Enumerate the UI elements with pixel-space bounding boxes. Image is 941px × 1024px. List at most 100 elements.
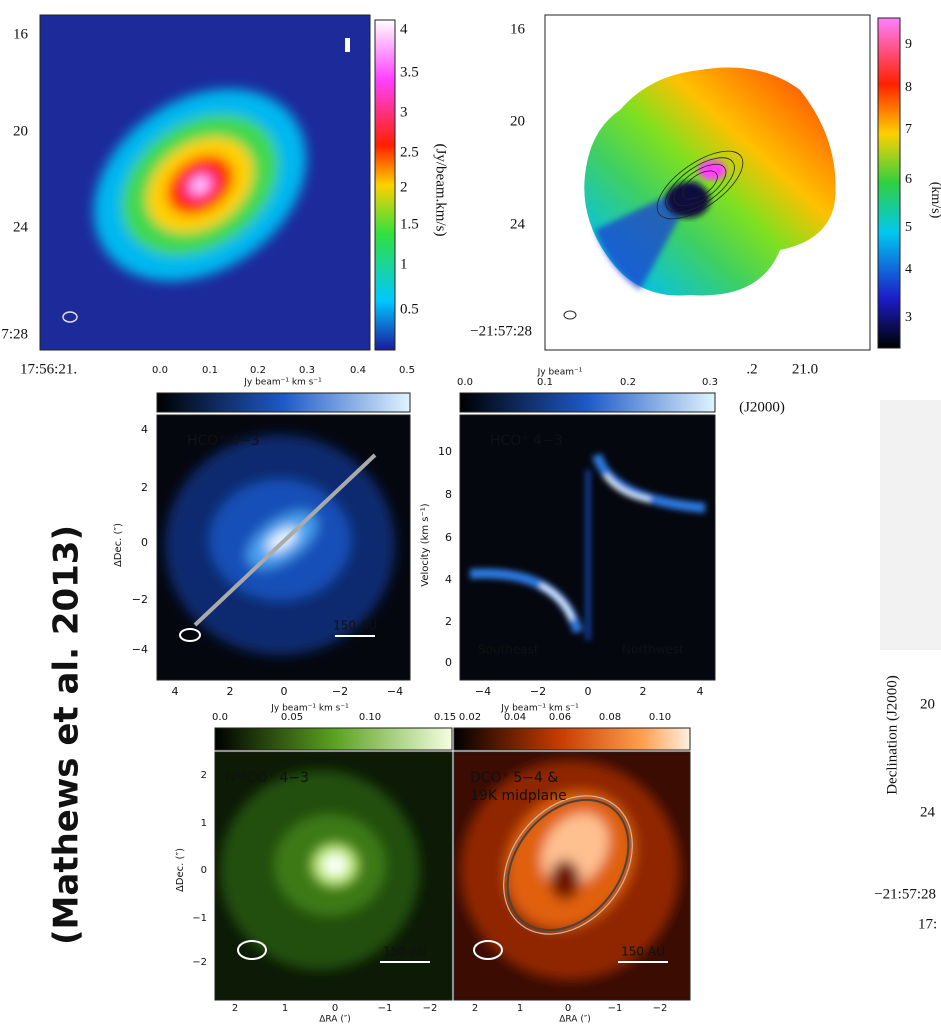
x-tick-label: −2: [332, 685, 348, 698]
y-tick-label: 6: [445, 531, 452, 544]
panel-title: HCO⁺ 4−3: [187, 433, 260, 449]
y-tick-label: −4: [132, 643, 148, 656]
y-tick-label: 2: [445, 615, 452, 628]
y-tick-label: −2: [192, 957, 207, 968]
x-tick-label: −4: [475, 685, 491, 698]
colorbar-tick: 0.0: [212, 712, 228, 723]
colorbar-tick: 0.06: [549, 712, 571, 723]
colorbar-tick: 8: [905, 80, 912, 95]
y-tick-label: 24: [920, 804, 936, 820]
y-tick-label: 0: [445, 656, 452, 669]
x-tick-label: 4: [172, 685, 179, 698]
colorbar-tick: 0.5: [399, 365, 415, 376]
colorbar-tick: 3.5: [400, 64, 419, 80]
colorbar-tick: 5: [905, 220, 912, 235]
x-tick-label: .2: [746, 361, 757, 377]
colorbar-tick: 9: [905, 37, 912, 52]
colorbar-tick: 0.08: [599, 712, 621, 723]
y-tick-label: 8: [445, 488, 452, 501]
y-tick-label: 20: [510, 113, 525, 129]
panel-g-fragment: [880, 400, 941, 650]
y-axis-label: Velocity (km s⁻¹): [420, 503, 431, 587]
x-tick-label: 1: [282, 1003, 288, 1014]
citation: (Mathews et al. 2013): [47, 525, 87, 945]
colorbar-label: (Jy/beam.km/s): [433, 144, 449, 237]
colorbar-tick: 0.4: [350, 365, 366, 376]
colorbar-tick: 7: [905, 122, 912, 137]
x-tick-label: −1: [608, 1003, 623, 1014]
panel-b-image: [545, 15, 900, 350]
panel-title: HCO⁺ 4−3: [490, 433, 563, 449]
colorbar-tick: 0.5: [400, 301, 419, 317]
y-tick-label: 0: [141, 536, 148, 549]
x-tick-label: 4: [697, 685, 704, 698]
x-tick-label: −2: [530, 685, 546, 698]
colorbar-tick: 0.2: [620, 377, 636, 388]
x-tick-label: −2: [423, 1003, 438, 1014]
x-tick-label: 17:: [918, 916, 937, 932]
panel-title: DCO⁺ 5−4 &: [470, 770, 558, 786]
y-tick-label: 0: [201, 865, 207, 876]
y-tick-label: 24: [13, 219, 29, 235]
colorbar-tick: 0.04: [504, 712, 526, 723]
y-tick-label: 7:28: [1, 326, 28, 342]
colorbar-label: (km/s): [928, 182, 941, 219]
y-tick-label: −1: [192, 913, 207, 924]
colorbar-tick: 0.15: [434, 712, 456, 723]
colorbar-tick: 0.1: [537, 377, 553, 388]
x-tick-label: 21.0: [792, 361, 818, 377]
x-tick-label: 0: [332, 1003, 338, 1014]
x-tick-label: 0: [585, 685, 592, 698]
y-tick-label: −2: [132, 593, 148, 606]
colorbar-tick: 4: [400, 21, 408, 37]
y-tick-label: −21:57:28: [470, 323, 532, 339]
colorbar-tick: 1.5: [400, 216, 419, 232]
x-tick-label: 2: [232, 1003, 238, 1014]
panel-title: 19K midplane: [470, 788, 567, 804]
colorbar-tick: 0.3: [299, 365, 315, 376]
x-tick-label: 0: [281, 685, 288, 698]
scale-label: 150 AU: [621, 945, 665, 959]
colorbar-tick: 0.05: [281, 712, 303, 723]
y-axis-label: ΔDec. (″): [175, 848, 186, 892]
x-axis-label: ΔRA (″): [319, 1015, 350, 1024]
y-tick-label: 16: [13, 26, 29, 42]
panel-e-image: [215, 728, 452, 1000]
scale-label: 150 AU: [383, 945, 427, 959]
x-axis-label: (J2000): [739, 399, 785, 415]
colorbar-tick: 0.02: [459, 712, 481, 723]
figure-collage: (Mathews et al. 2013)1620247:2817:56:21.…: [0, 0, 941, 1024]
x-tick-label: 2: [227, 685, 234, 698]
colorbar-tick: 1: [400, 256, 408, 272]
direction-label: Southeast: [478, 643, 539, 657]
panel-f-image: [454, 728, 690, 1000]
colorbar-tick: 6: [905, 172, 912, 187]
y-tick-label: 20: [13, 123, 28, 139]
y-axis-label: Declination (J2000): [884, 675, 900, 795]
y-tick-label: 2: [141, 481, 148, 494]
y-tick-label: 24: [510, 216, 526, 232]
scale-label: 150 AU: [333, 619, 377, 633]
colorbar-tick: 3: [400, 104, 408, 120]
y-tick-label: 2: [201, 770, 207, 781]
colorbar-tick: 0.0: [152, 365, 168, 376]
colorbar-tick: 0.3: [702, 377, 718, 388]
colorbar-tick: 0.2: [250, 365, 266, 376]
y-tick-label: 10: [438, 445, 452, 458]
colorbar-tick: 3: [905, 310, 912, 325]
colorbar-tick: 0.10: [359, 712, 381, 723]
x-tick-label: −4: [387, 685, 403, 698]
x-tick-label: 17:56:21.: [20, 361, 77, 377]
colorbar-tick: 0.0: [457, 377, 473, 388]
x-tick-label: −1: [378, 1003, 393, 1014]
colorbar-tick: 4: [905, 262, 912, 277]
y-tick-label: 20: [920, 696, 935, 712]
x-tick-label: 2: [640, 685, 647, 698]
x-tick-label: 0: [565, 1003, 571, 1014]
x-axis-label: ΔRA (″): [559, 1015, 590, 1024]
colorbar-tick: 0.10: [649, 712, 671, 723]
x-tick-label: −2: [653, 1003, 668, 1014]
y-tick-label: −21:57:28: [874, 886, 936, 902]
panel-a-image: [40, 15, 395, 350]
y-tick-label: 4: [141, 423, 148, 436]
